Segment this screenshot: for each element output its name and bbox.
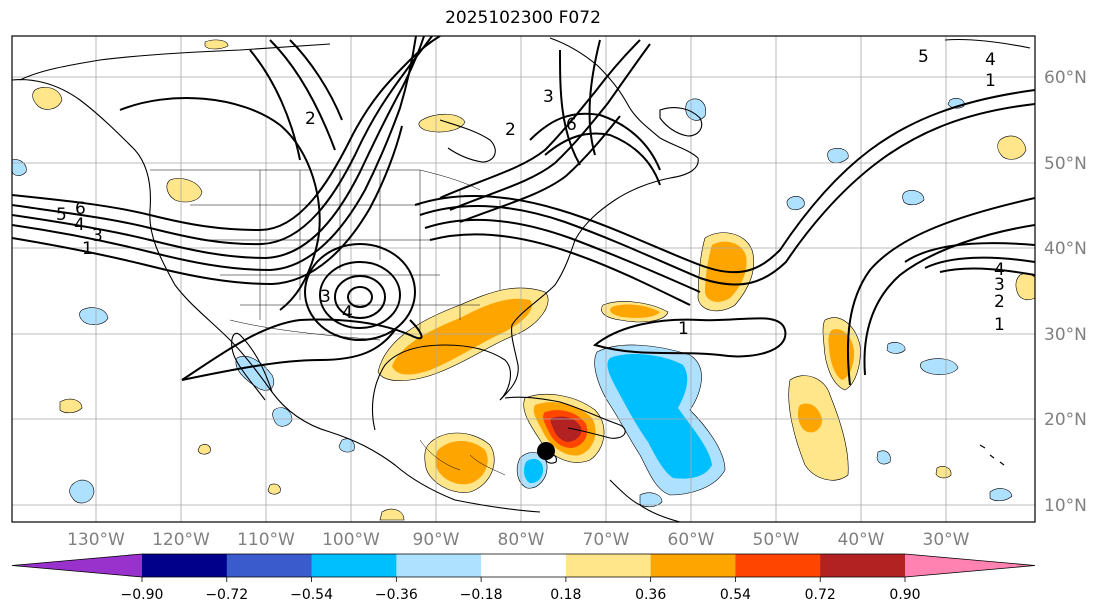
lon-label-40w: 40°W — [838, 530, 885, 550]
lat-label-20n: 20°N — [1044, 410, 1087, 430]
longitude-axis: 130°W 120°W 110°W 100°W 90°W 80°W 70°W 6… — [67, 530, 970, 550]
colorbar-tick-label: −0.54 — [290, 587, 333, 603]
contour-label-5-north: 5 — [918, 47, 929, 67]
lon-label-60w: 60°W — [668, 530, 715, 550]
contour-label-4-low: 4 — [342, 303, 353, 323]
colorbar-tick-label: −0.90 — [121, 587, 164, 603]
political-borders — [150, 169, 506, 476]
lon-label-50w: 50°W — [753, 530, 800, 550]
contour-label-group: 6 5 4 3 1 2 3 4 2 6 3 1 5 4 1 4 3 2 1 — [56, 47, 1005, 339]
contour-label-3-northeast: 3 — [543, 87, 554, 107]
contour-label-1-north: 1 — [985, 71, 996, 91]
contour-label-4-west: 4 — [74, 215, 85, 235]
colorbar-tick-label: −0.36 — [375, 587, 418, 603]
contour-label-1-east: 1 — [994, 315, 1005, 335]
contour-label-3-west: 3 — [92, 226, 103, 246]
colorbar-segment — [565, 554, 652, 577]
lat-label-40n: 40°N — [1044, 239, 1087, 259]
contour-label-6-northeast: 6 — [566, 115, 577, 135]
colorbar-segment — [396, 554, 482, 577]
lat-label-10n: 10°N — [1044, 496, 1087, 516]
coastlines — [12, 37, 1031, 522]
colorbar-tick-label: 0.54 — [720, 587, 751, 603]
lon-label-100w: 100°W — [322, 530, 380, 550]
lat-label-60n: 60°N — [1044, 68, 1087, 88]
map-panel: 6 5 4 3 1 2 3 4 2 6 3 1 5 4 1 4 3 2 1 — [12, 36, 1035, 522]
colorbar-tick-label: 0.72 — [805, 587, 836, 603]
colorbar-segment — [820, 554, 906, 577]
colorbar-segment — [481, 554, 567, 577]
lon-label-110w: 110°W — [237, 530, 295, 550]
storm-position-marker — [537, 442, 555, 460]
colorbar-segment — [311, 554, 397, 577]
contour-label-4-north: 4 — [985, 50, 996, 70]
contour-label-6-west: 6 — [75, 199, 86, 219]
colorbar-tick-label: 0.90 — [889, 587, 920, 603]
colorbar-extend-low — [12, 554, 142, 577]
colorbar-tick-label: −0.18 — [460, 587, 503, 603]
lon-label-70w: 70°W — [583, 530, 630, 550]
contour-lines — [12, 36, 1035, 386]
contour-label-1-atlantic: 1 — [678, 319, 689, 339]
contour-label-2-rockies: 2 — [305, 109, 316, 129]
colorbar-segment — [142, 554, 228, 577]
colorbar-tick-label: −0.72 — [205, 587, 248, 603]
colorbar-extend-high — [905, 554, 1035, 577]
latitude-axis: 60°N 50°N 40°N 30°N 20°N 10°N — [1044, 68, 1087, 516]
lon-label-80w: 80°W — [498, 530, 545, 550]
colorbar-segment — [226, 554, 313, 577]
colorbar-segment — [650, 554, 736, 577]
contour-label-3-east: 3 — [994, 275, 1005, 295]
contour-label-4-east: 4 — [994, 260, 1005, 280]
lon-label-90w: 90°W — [413, 530, 460, 550]
contour-label-5-west: 5 — [56, 205, 67, 225]
map-frame — [11, 35, 1036, 523]
graticule — [12, 36, 1035, 522]
colorbar-tick-label: 0.36 — [635, 587, 666, 603]
contour-label-2-northeast: 2 — [505, 120, 516, 140]
lat-label-50n: 50°N — [1044, 154, 1087, 174]
lat-label-30n: 30°N — [1044, 325, 1087, 345]
contour-label-2-east: 2 — [994, 292, 1005, 312]
lon-label-30w: 30°W — [923, 530, 970, 550]
lon-label-120w: 120°W — [152, 530, 210, 550]
map-title: 2025102300 F072 — [445, 8, 601, 28]
colorbar-tick-label: 0.18 — [550, 587, 581, 603]
colorbar: −0.90 −0.72 −0.54 −0.36 −0.18 0.18 0.36 0.54 0.7… — [11, 553, 1036, 603]
lon-label-130w: 130°W — [67, 530, 125, 550]
colorbar-segment — [735, 554, 821, 577]
contour-label-1-west: 1 — [82, 239, 93, 259]
contour-label-3-low: 3 — [320, 287, 331, 307]
